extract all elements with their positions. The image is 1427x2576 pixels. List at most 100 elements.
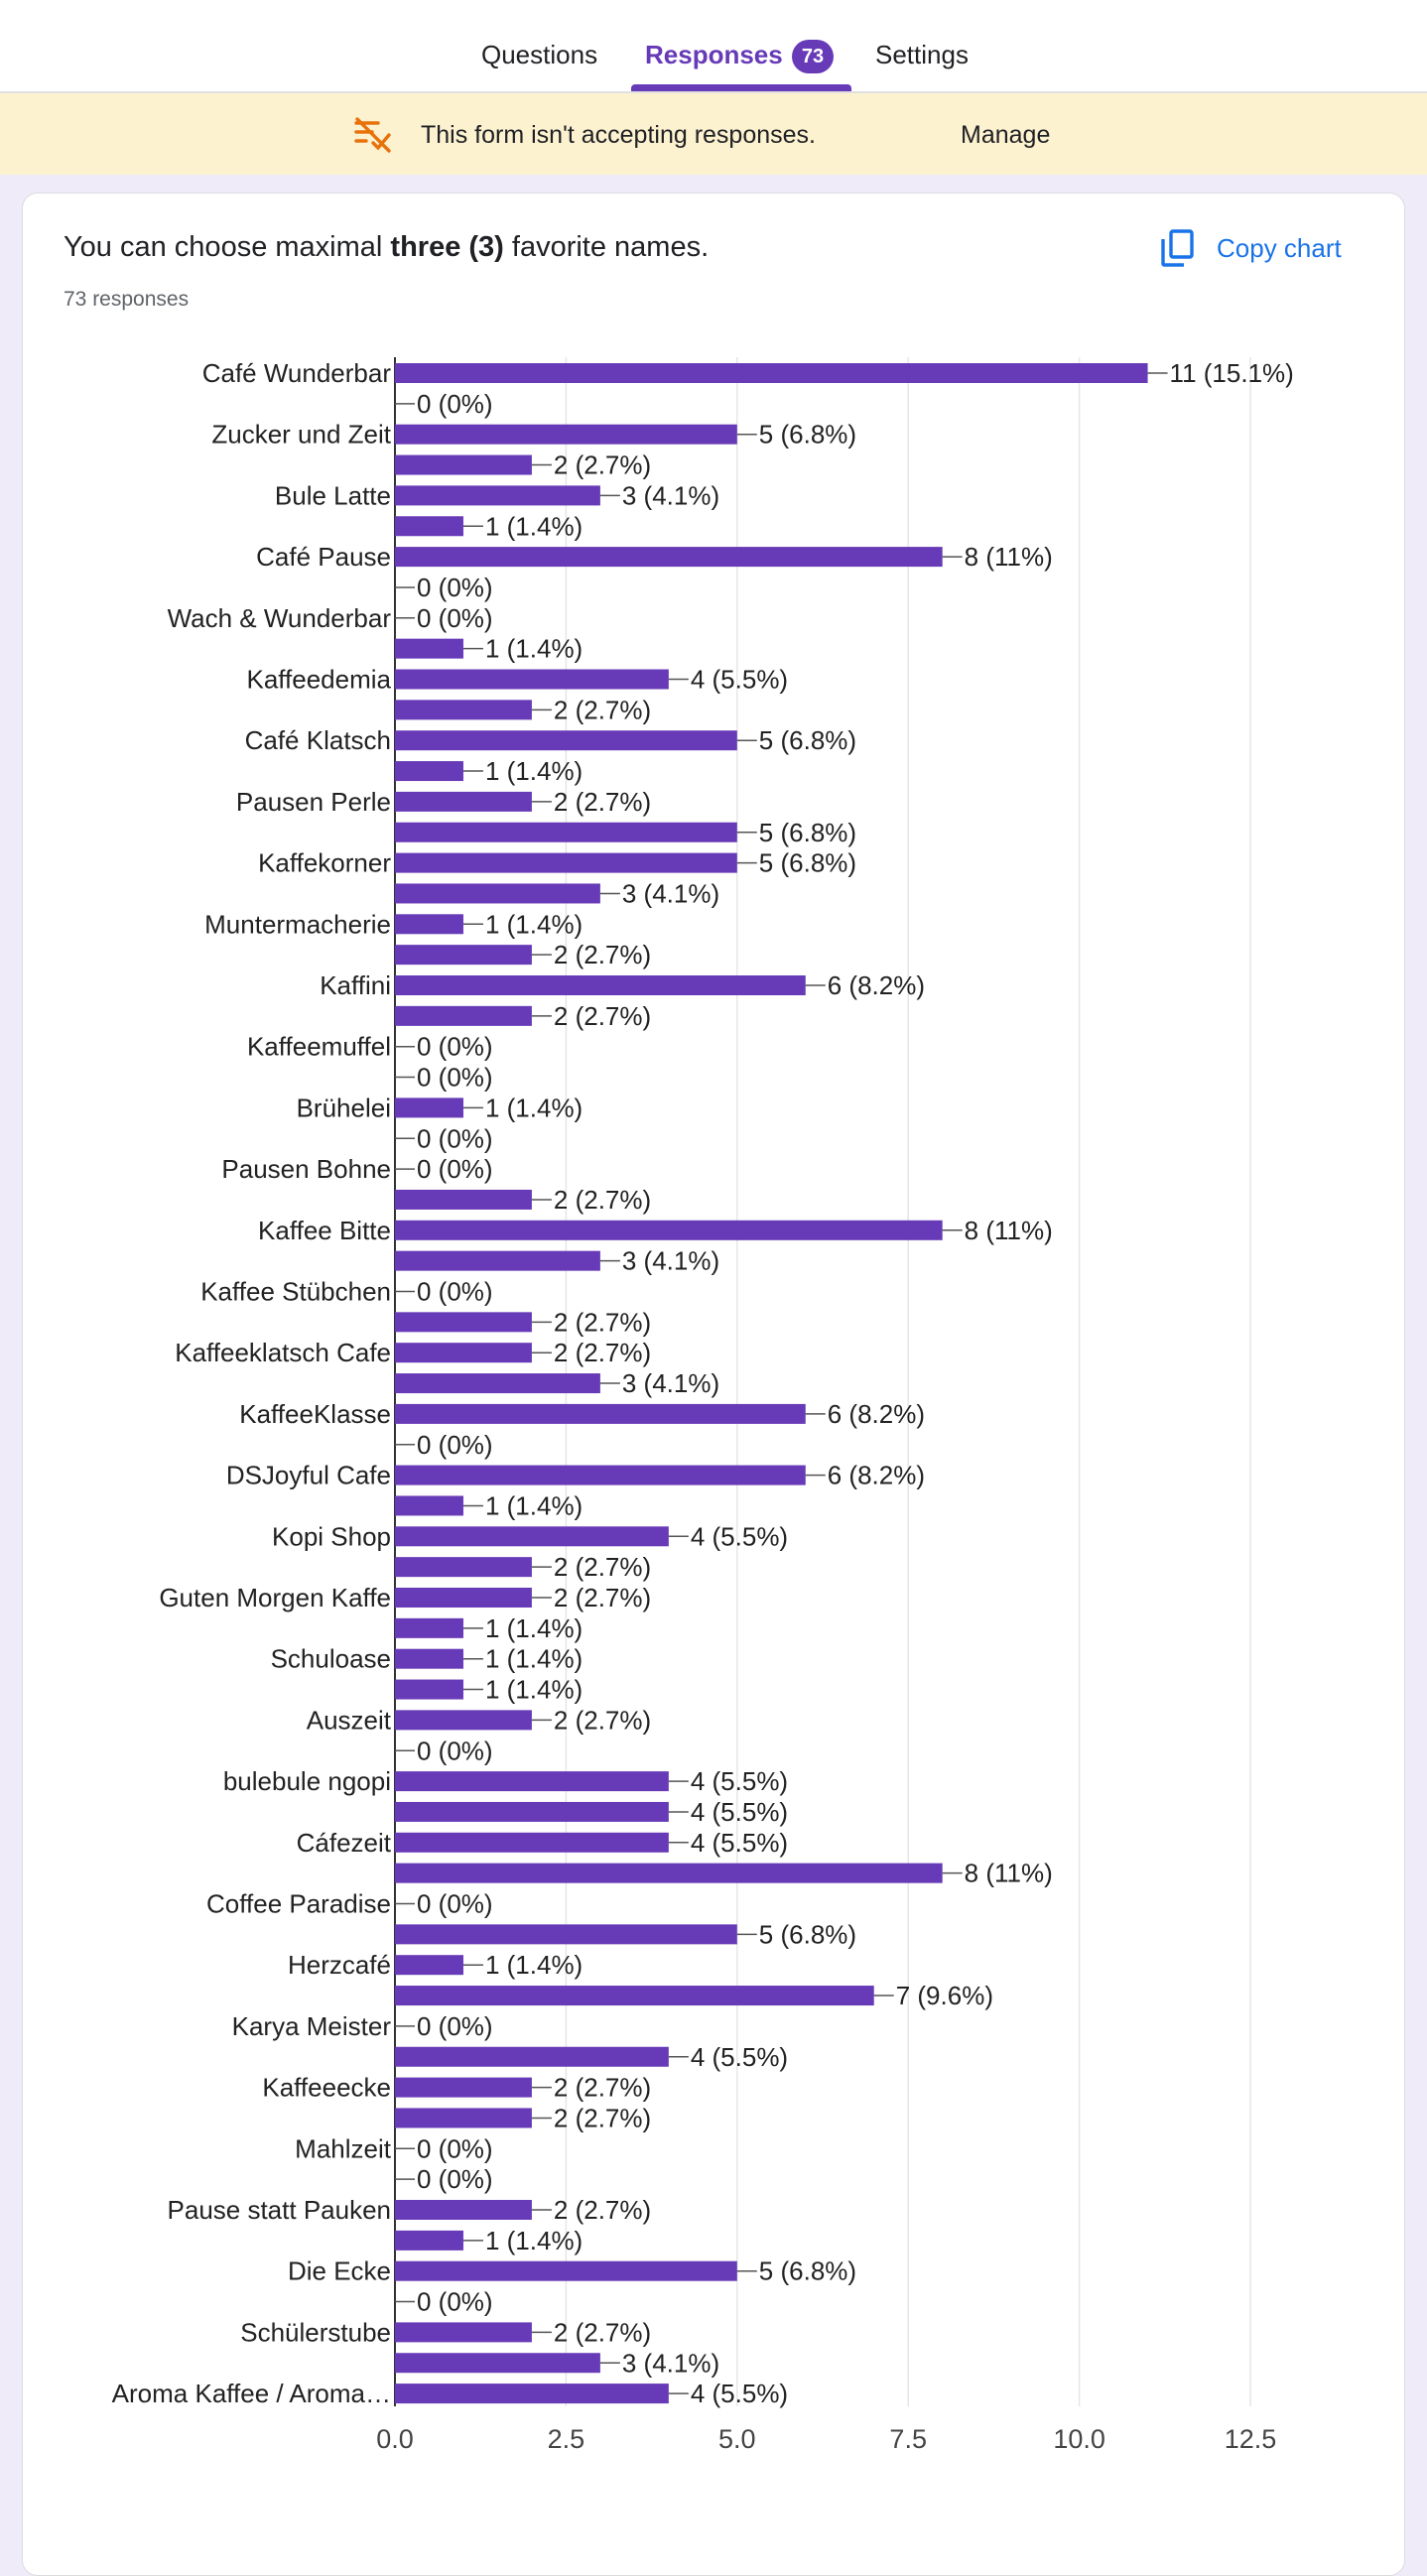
question-summary-card	[22, 193, 1405, 2576]
bar	[395, 1986, 874, 2006]
bar	[395, 454, 532, 475]
active-tab-indicator	[631, 84, 851, 91]
data-label: 2 (2.7%)	[554, 1705, 651, 1735]
data-label: 3 (4.1%)	[622, 878, 719, 908]
data-label: 0 (0%)	[417, 573, 493, 602]
data-label: 5 (6.8%)	[759, 818, 856, 847]
top-navigation: Questions Responses 73 Settings	[0, 0, 1427, 93]
bar	[395, 1955, 463, 1976]
data-label: 4 (5.5%)	[691, 1766, 788, 1796]
category-label: Kaffeemuffel	[247, 1032, 391, 1062]
category-label: Aroma Kaffee / Aroma…	[112, 2379, 391, 2408]
bar	[395, 1832, 669, 1853]
bar	[395, 1189, 532, 1210]
category-label: bulebule ngopi	[223, 1766, 391, 1796]
bar	[395, 638, 463, 659]
bar	[395, 485, 600, 506]
data-label: 2 (2.7%)	[554, 2103, 651, 2132]
data-label: 0 (0%)	[417, 1154, 493, 1184]
bar	[395, 1495, 463, 1516]
question-title: You can choose maximal three (3) favorit…	[64, 231, 710, 263]
data-label: 1 (1.4%)	[485, 1093, 583, 1122]
bar	[395, 700, 532, 720]
bar	[395, 1526, 669, 1547]
bar	[395, 883, 600, 904]
data-label: 1 (1.4%)	[485, 634, 583, 664]
x-tick-label: 5.0	[718, 2424, 756, 2454]
category-label: Kaffeeecke	[262, 2073, 391, 2103]
data-label: 6 (8.2%)	[828, 1399, 925, 1429]
tab-settings[interactable]: Settings	[875, 40, 969, 69]
bar	[395, 1005, 532, 1026]
tab-responses[interactable]: Responses	[645, 40, 783, 69]
data-label: 0 (0%)	[417, 1032, 493, 1062]
responses-off-icon	[354, 117, 391, 153]
data-label: 2 (2.7%)	[554, 1583, 651, 1612]
data-label: 4 (5.5%)	[691, 665, 788, 695]
data-label: 1 (1.4%)	[485, 1950, 583, 1980]
bar	[395, 945, 532, 966]
data-label: 2 (2.7%)	[554, 2317, 651, 2347]
data-label: 2 (2.7%)	[554, 451, 651, 480]
data-label: 5 (6.8%)	[759, 2256, 856, 2286]
data-label: 2 (2.7%)	[554, 1307, 651, 1337]
data-label: 1 (1.4%)	[485, 1613, 583, 1643]
data-label: 2 (2.7%)	[554, 2195, 651, 2225]
bar	[395, 2108, 532, 2128]
data-label: 3 (4.1%)	[622, 1246, 719, 1276]
bar	[395, 822, 737, 842]
category-label: Karya Meister	[232, 2011, 392, 2041]
bar	[395, 547, 943, 568]
bar	[395, 1465, 806, 1485]
bar	[395, 761, 463, 782]
category-label: Schülerstube	[240, 2317, 391, 2347]
bar	[395, 1801, 669, 1822]
response-count: 73 responses	[64, 288, 190, 311]
bar	[395, 2046, 669, 2067]
category-label: Kaffeeklatsch Cafe	[175, 1338, 391, 1367]
category-label: Kaffekorner	[258, 848, 391, 878]
category-label: KaffeeKlasse	[239, 1399, 391, 1429]
bar	[395, 1679, 463, 1700]
data-label: 5 (6.8%)	[759, 1919, 856, 1949]
bar	[395, 2383, 669, 2404]
category-label: Café Wunderbar	[202, 358, 392, 388]
bar	[395, 669, 669, 690]
tab-questions[interactable]: Questions	[481, 40, 598, 69]
data-label: 3 (4.1%)	[622, 2348, 719, 2378]
data-label: 4 (5.5%)	[691, 1521, 788, 1551]
category-label: Muntermacherie	[204, 909, 391, 939]
category-label: Pausen Bohne	[221, 1154, 391, 1184]
banner-message: This form isn't accepting responses.	[421, 121, 816, 149]
data-label: 5 (6.8%)	[759, 725, 856, 755]
data-label: 0 (0%)	[417, 2011, 493, 2041]
bar	[395, 2260, 737, 2281]
data-label: 1 (1.4%)	[485, 1490, 583, 1520]
data-label: 6 (8.2%)	[828, 1461, 925, 1490]
bar	[395, 2353, 600, 2374]
bar	[395, 2230, 463, 2251]
category-label: Coffee Paradise	[206, 1889, 391, 1919]
bar	[395, 791, 532, 812]
category-label: Pausen Perle	[236, 787, 391, 817]
data-label: 2 (2.7%)	[554, 940, 651, 969]
category-label: Kaffee Stübchen	[200, 1277, 391, 1307]
data-label: 0 (0%)	[417, 2164, 493, 2194]
data-label: 4 (5.5%)	[691, 1797, 788, 1827]
bar	[395, 2322, 532, 2343]
data-label: 0 (0%)	[417, 1063, 493, 1093]
data-label: 2 (2.7%)	[554, 1338, 651, 1367]
data-label: 3 (4.1%)	[622, 1368, 719, 1398]
manage-button[interactable]: Manage	[961, 121, 1051, 149]
category-label: Mahlzeit	[295, 2133, 392, 2163]
data-label: 1 (1.4%)	[485, 511, 583, 541]
data-label: 0 (0%)	[417, 389, 493, 419]
bar	[395, 1588, 532, 1608]
data-label: 8 (11%)	[965, 542, 1053, 572]
bar	[395, 1403, 806, 1424]
bar	[395, 1312, 532, 1333]
bar	[395, 1710, 532, 1731]
x-tick-label: 2.5	[548, 2424, 585, 2454]
data-label: 1 (1.4%)	[485, 756, 583, 786]
bar	[395, 1097, 463, 1118]
